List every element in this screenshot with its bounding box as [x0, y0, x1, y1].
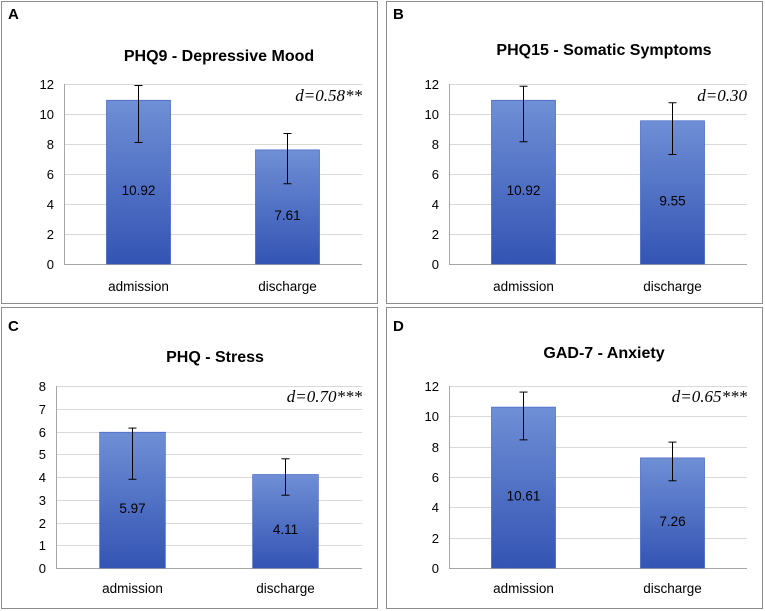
- effect-size-label: d=0.70***: [287, 387, 363, 406]
- y-tick-label: 12: [40, 77, 54, 92]
- value-label: 4.11: [273, 522, 298, 537]
- category-label: admission: [102, 581, 163, 596]
- y-tick-label: 8: [47, 137, 54, 152]
- chart-title: GAD-7 - Anxiety: [543, 345, 664, 362]
- value-label: 7.61: [274, 208, 300, 223]
- y-tick-label: 0: [432, 561, 439, 576]
- panel-frame: [1, 1, 378, 304]
- y-tick-label: 4: [432, 197, 439, 212]
- effect-size-label: d=0.30: [697, 86, 747, 105]
- y-tick-label: 12: [425, 379, 439, 394]
- y-tick-label: 7: [39, 402, 46, 417]
- y-tick-label: 3: [39, 493, 46, 508]
- y-tick-label: 6: [39, 425, 46, 440]
- panel-letter: D: [393, 318, 404, 335]
- y-tick-label: 0: [432, 257, 439, 272]
- chart-panel-c: C PHQ - Stress 0 1 2 3 4 5 6 7 8 5.97 admission 4.11 d…: [1, 307, 378, 609]
- y-tick-label: 12: [425, 77, 439, 92]
- y-tick-label: 2: [39, 516, 46, 531]
- y-tick-label: 5: [39, 447, 46, 462]
- chart-panel-a: A PHQ9 - Depressive Mood 0 2 4 6 8 10 12 10.92 adm…: [1, 1, 378, 304]
- category-label: admission: [108, 279, 169, 294]
- chart-title: PHQ - Stress: [166, 349, 264, 366]
- category-label: discharge: [256, 581, 315, 596]
- chart-panel-d: D GAD-7 - Anxiety 0 2 4 6 8 10 12 10.61 admission 7…: [386, 307, 763, 609]
- y-tick-label: 2: [47, 227, 54, 242]
- category-label: discharge: [643, 279, 702, 294]
- effect-size-label: d=0.58**: [295, 86, 362, 105]
- value-label: 7.26: [659, 514, 685, 529]
- y-tick-label: 10: [425, 409, 439, 424]
- y-tick-label: 4: [39, 470, 46, 485]
- y-tick-label: 0: [47, 257, 54, 272]
- y-tick-label: 8: [432, 137, 439, 152]
- category-label: discharge: [643, 581, 702, 596]
- y-tick-label: 0: [39, 561, 46, 576]
- category-label: admission: [493, 279, 554, 294]
- y-tick-label: 8: [432, 440, 439, 455]
- category-label: admission: [493, 581, 554, 596]
- chart-title: PHQ9 - Depressive Mood: [124, 48, 314, 65]
- y-tick-label: 6: [47, 167, 54, 182]
- y-tick-label: 4: [432, 500, 439, 515]
- y-tick-label: 8: [39, 379, 46, 394]
- chart-panel-b: B PHQ15 - Somatic Symptoms 0 2 4 6 8 10 12 10.92 a…: [386, 1, 763, 304]
- value-label: 10.92: [122, 183, 156, 198]
- y-tick-label: 10: [40, 107, 54, 122]
- value-label: 5.97: [119, 501, 145, 516]
- y-tick-label: 2: [432, 227, 439, 242]
- panel-letter: C: [8, 318, 19, 335]
- y-tick-label: 6: [432, 470, 439, 485]
- effect-size-label: d=0.65***: [672, 387, 748, 406]
- value-label: 10.92: [507, 183, 541, 198]
- value-label: 9.55: [659, 193, 685, 208]
- y-tick-label: 6: [432, 167, 439, 182]
- category-label: discharge: [258, 279, 317, 294]
- y-tick-label: 10: [425, 107, 439, 122]
- chart-title: PHQ15 - Somatic Symptoms: [496, 42, 711, 59]
- y-tick-label: 1: [39, 538, 46, 553]
- panel-letter: B: [393, 6, 404, 23]
- y-tick-label: 4: [47, 197, 54, 212]
- value-label: 10.61: [507, 489, 541, 504]
- y-tick-label: 2: [432, 531, 439, 546]
- panel-letter: A: [8, 6, 19, 23]
